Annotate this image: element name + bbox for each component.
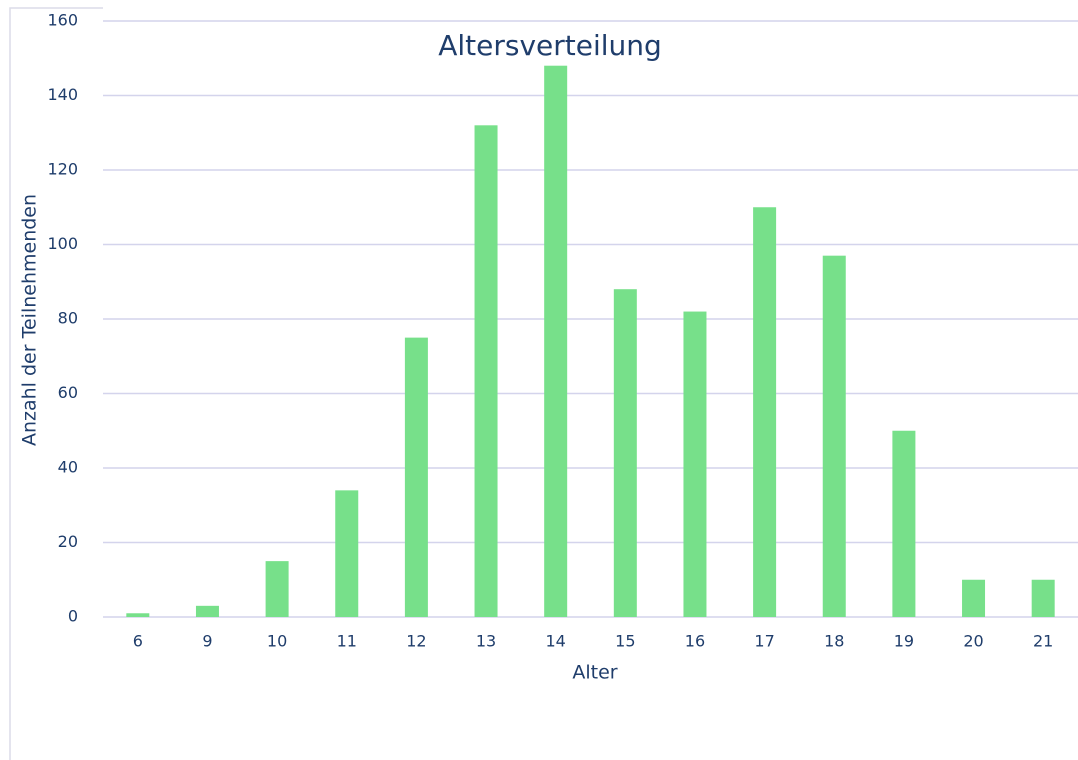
bar [753,207,777,617]
x-tick-label: 18 [824,632,844,651]
bar [1031,579,1055,617]
x-tick-label: 20 [963,632,983,651]
bar [126,613,150,617]
bar [683,311,707,617]
y-tick-label: 20 [58,532,78,551]
x-tick-label: 12 [406,632,426,651]
y-tick-label: 140 [47,85,78,104]
bar [892,430,916,617]
bar [265,561,289,617]
x-tick-label: 10 [267,632,287,651]
bar [962,579,986,617]
bar [404,337,428,617]
y-tick-label: 80 [58,309,78,328]
x-tick-label: 16 [685,632,705,651]
bar [544,65,568,617]
y-tick-label: 160 [47,11,78,30]
x-tick-label: 14 [545,632,565,651]
y-tick-label: 120 [47,160,78,179]
bar [335,490,359,617]
x-tick-label: 15 [615,632,635,651]
x-axis-label: Alter [572,662,617,684]
y-axis-label: Anzahl der Teilnehmenden [19,194,41,446]
y-tick-label: 0 [68,607,78,626]
x-tick-label: 6 [133,632,143,651]
x-tick-label: 19 [894,632,914,651]
bar [195,605,219,617]
x-tick-label: 21 [1033,632,1053,651]
y-tick-label: 40 [58,458,78,477]
x-tick-label: 11 [337,632,357,651]
frame [9,7,103,760]
x-tick-label: 13 [476,632,496,651]
bar [822,255,846,618]
x-tick-label: 17 [754,632,774,651]
bar [474,125,498,618]
bar [613,289,637,617]
chart-title: Altersverteilung [438,29,662,62]
x-tick-label: 9 [202,632,212,651]
y-tick-label: 100 [47,234,78,253]
y-tick-label: 60 [58,383,78,402]
